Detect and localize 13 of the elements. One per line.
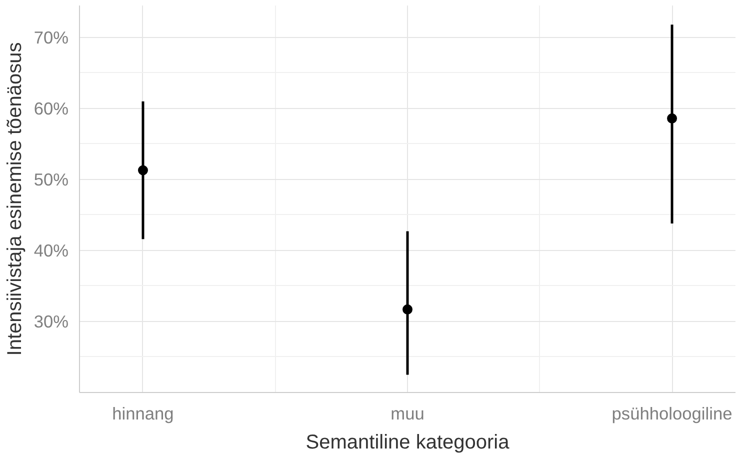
y-tick-label: 70% xyxy=(34,27,69,48)
point xyxy=(667,113,678,124)
y-tick-label: 60% xyxy=(34,98,69,118)
y-tick-label: 40% xyxy=(34,240,69,260)
x-tick-label: hinnang xyxy=(112,404,174,424)
point xyxy=(138,165,148,176)
point xyxy=(402,304,412,314)
y-tick-label: 50% xyxy=(34,169,69,190)
x-tick-label: psühholoogiline xyxy=(612,404,732,424)
x-tick-label: muu xyxy=(390,404,424,424)
y-tick-label: 30% xyxy=(34,311,69,332)
y-axis-title: Intensiivistaja esinemise tõenäosus xyxy=(4,42,26,356)
x-axis-title: Semantiline kategooria xyxy=(306,432,510,454)
